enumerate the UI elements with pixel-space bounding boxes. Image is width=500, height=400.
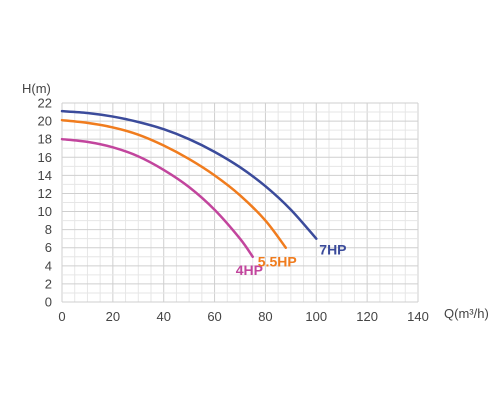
x-axis-label: Q(m³/h) [444,306,489,321]
series-line-4hp [60,137,254,259]
series-label-5-5hp: 5.5HP [258,254,297,270]
series-line-7hp [60,109,318,240]
y-tick-label: 4 [45,258,52,273]
grid [61,102,419,303]
y-tick-label: 14 [38,168,52,183]
x-tick-label: 40 [156,309,170,324]
y-tick-labels: 0 2 4 6 8 10 12 14 16 18 20 22 [38,96,52,310]
x-tick-label: 20 [106,309,120,324]
y-tick-label: 20 [38,114,52,129]
y-tick-label: 16 [38,150,52,165]
series-label-7hp: 7HP [319,242,346,258]
y-tick-label: 0 [45,295,52,310]
x-tick-label: 60 [207,309,221,324]
x-tick-label: 80 [258,309,272,324]
y-tick-label: 22 [38,96,52,111]
y-axis-label: H(m) [22,81,51,96]
x-tick-labels: 0 20 40 60 80 100 120 140 [58,309,428,324]
y-tick-label: 10 [38,204,52,219]
series-label-4hp: 4HP [236,262,263,278]
series-line-5-5hp [60,118,288,249]
y-tick-label: 8 [45,222,52,237]
x-tick-label: 0 [58,309,65,324]
x-tick-label: 100 [305,309,327,324]
y-tick-label: 18 [38,132,52,147]
x-tick-label: 120 [356,309,378,324]
y-tick-label: 2 [45,276,52,291]
series-lines [60,109,318,259]
y-tick-label: 12 [38,186,52,201]
x-tick-label: 140 [407,309,429,324]
y-tick-label: 6 [45,240,52,255]
